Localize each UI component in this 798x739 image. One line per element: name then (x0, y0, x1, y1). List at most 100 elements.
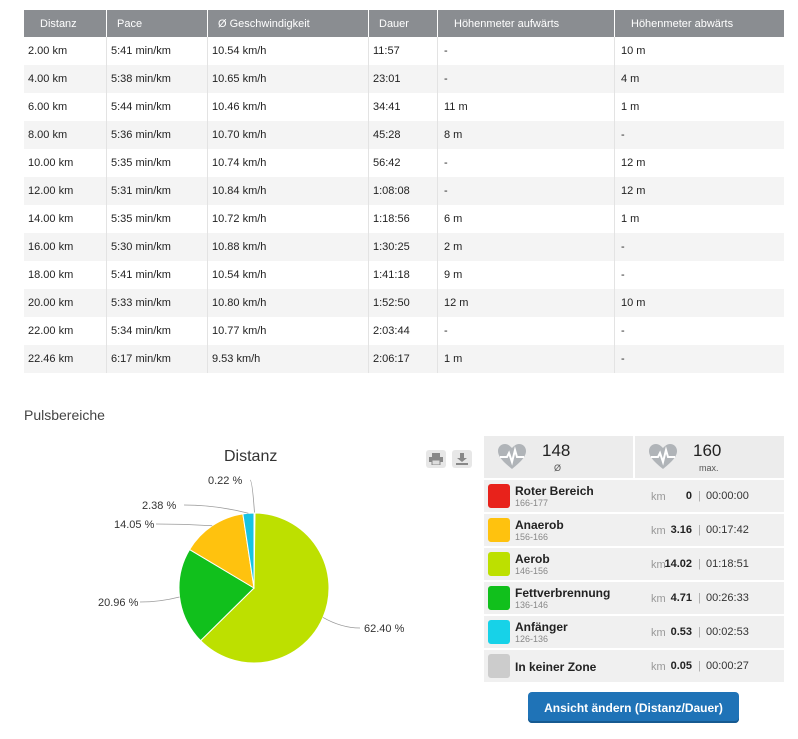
table-cell: 22.46 km (24, 345, 107, 373)
table-cell: 34:41 (368, 93, 438, 121)
table-cell: 5:35 min/km (106, 149, 208, 177)
table-cell: 5:38 min/km (106, 65, 208, 93)
table-cell: 2 m (437, 233, 615, 261)
table-cell: - (614, 233, 784, 261)
avg-heart-rate-label: Ø (554, 463, 562, 473)
zone-separator: | (698, 660, 701, 672)
zone-swatch (488, 518, 510, 542)
zone-time: 01:18:51 (706, 558, 749, 570)
splits-table: Distanz Pace Ø Geschwindigkeit Dauer Höh… (24, 10, 784, 373)
col-pace: Pace (106, 10, 208, 37)
zone-time: 00:00:00 (706, 490, 749, 502)
table-cell: 10.46 km/h (207, 93, 369, 121)
heart-rate-icon (498, 444, 526, 469)
avg-heart-rate-value: 148 (542, 441, 571, 460)
table-cell: 6:17 min/km (106, 345, 208, 373)
zone-distance: 4.71 (670, 592, 692, 604)
table-cell: - (437, 65, 615, 93)
zone-name: In keiner Zone (515, 660, 597, 674)
heart-rate-zones-panel: 148 Ø 160 max. Roter Bereich 166-177 km 0 | 0… (484, 436, 784, 682)
table-cell: - (621, 269, 625, 281)
zone-separator: | (698, 558, 701, 570)
zone-range: 156-166 (515, 532, 549, 542)
zone-separator: | (698, 626, 701, 638)
zone-time: 00:00:27 (706, 660, 749, 672)
table-cell: 4.00 km (24, 65, 107, 93)
pie-slice-label: 20.96 % (98, 597, 139, 609)
table-cell: - (437, 37, 615, 65)
table-cell: 8.00 km (24, 121, 107, 149)
table-cell: 6 m (437, 205, 615, 233)
pie-slice-label: 62.40 % (364, 623, 405, 635)
zone-unit: km (651, 627, 666, 639)
zone-separator: | (698, 490, 701, 502)
pie-svg: 0.22 % 62.40 % 20.96 % 14.05 % 2.38 % (98, 475, 405, 664)
pie-leader-line (155, 523, 213, 527)
table-cell: 5:35 min/km (106, 205, 208, 233)
zone-row: Fettverbrennung 136-146 km 4.71 | 00:26:33 (484, 580, 784, 614)
table-row: 22.46 km 6:17 min/km 9.53 km/h 2:06:17 1 m- (24, 345, 784, 373)
zone-swatch (488, 620, 510, 644)
table-row: 2.00 km 5:41 min/km 10.54 km/h 11:57-10 m (24, 37, 784, 65)
table-cell: 12 m (614, 177, 784, 205)
zone-unit: km (651, 593, 666, 605)
zone-row: Roter Bereich 166-177 km 0 | 00:00:00 (484, 478, 784, 512)
table-cell: - (621, 325, 625, 337)
table-cell: 1:30:25 (368, 233, 438, 261)
zone-time: 00:17:42 (706, 524, 749, 536)
table-cell: 1 m (621, 213, 640, 225)
table-cell: - (614, 121, 784, 149)
heart-rate-icon (649, 444, 677, 469)
zone-separator: | (698, 592, 701, 604)
max-heart-rate-label: max. (699, 463, 719, 473)
pie-slice-label: 0.22 % (208, 475, 242, 487)
splits-header-row: Distanz Pace Ø Geschwindigkeit Dauer Höh… (24, 10, 784, 37)
table-cell: 9 m (437, 261, 615, 289)
zone-name: Fettverbrennung (515, 586, 611, 600)
zone-time: 00:02:53 (706, 626, 749, 638)
table-cell: 2:06:17 (368, 345, 438, 373)
pie-leader-line (183, 504, 249, 514)
table-row: 8.00 km 5:36 min/km 10.70 km/h 45:28 8 m- (24, 121, 784, 149)
zone-swatch (488, 586, 510, 610)
pie-leader-line (139, 596, 180, 603)
zone-range: 136-146 (515, 600, 549, 610)
table-cell: 5:34 min/km (106, 317, 208, 345)
pie-slice-label: 14.05 % (114, 519, 155, 531)
table-cell: 10.88 km/h (207, 233, 369, 261)
zone-separator: | (698, 524, 701, 536)
change-view-button[interactable]: Ansicht ändern (Distanz/Dauer) (528, 692, 739, 723)
table-cell: 10.54 km/h (207, 261, 369, 289)
table-cell: 4 m (614, 65, 784, 93)
table-cell: 18.00 km (24, 261, 107, 289)
zone-time: 00:26:33 (706, 592, 749, 604)
table-cell: 45:28 (368, 121, 438, 149)
table-cell: 23:01 (368, 65, 438, 93)
table-cell: 10.84 km/h (207, 177, 369, 205)
zone-name: Aerob (515, 552, 550, 566)
printer-icon[interactable] (426, 450, 446, 468)
table-cell: 5:30 min/km (106, 233, 208, 261)
table-row: 12.00 km 5:31 min/km 10.84 km/h 1:08:08-12 … (24, 177, 784, 205)
table-cell: 12.00 km (24, 177, 107, 205)
table-cell: 11 m (437, 93, 615, 121)
pie-slice[interactable] (199, 512, 330, 664)
avg-heart-rate: 148 Ø (484, 436, 635, 478)
table-cell: 56:42 (368, 149, 438, 177)
table-cell: 16.00 km (24, 233, 107, 261)
max-heart-rate-value: 160 (693, 441, 722, 460)
table-cell: 12 m (437, 289, 615, 317)
table-cell: 22.00 km (24, 317, 107, 345)
zone-row: Anaerob 156-166 km 3.16 | 00:17:42 (484, 512, 784, 546)
table-cell: - (437, 317, 615, 345)
download-icon[interactable] (452, 450, 472, 468)
table-cell: 10.74 km/h (207, 149, 369, 177)
table-cell: 10.54 km/h (207, 37, 369, 65)
table-cell: 20.00 km (24, 289, 107, 317)
zone-swatch (488, 654, 510, 678)
zone-range: 146-156 (515, 566, 549, 576)
col-speed: Ø Geschwindigkeit (207, 10, 369, 37)
table-cell: 5:31 min/km (106, 177, 208, 205)
table-cell: 2:03:44 (368, 317, 438, 345)
table-cell: 1:41:18 (368, 261, 438, 289)
